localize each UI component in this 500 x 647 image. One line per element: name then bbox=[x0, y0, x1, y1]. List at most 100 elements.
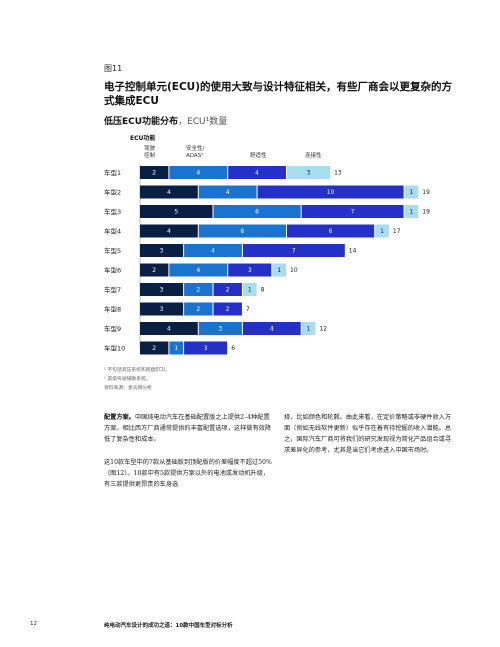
bar-segment-comfort bbox=[242, 244, 345, 257]
segment-value-label: 6 bbox=[255, 209, 259, 216]
bar-segment-connectivity bbox=[404, 205, 419, 218]
col-head-safety: 安全性/ ADAS² bbox=[186, 146, 204, 160]
bar-total-label: 10 bbox=[290, 267, 298, 274]
bar-segment-connectivity bbox=[375, 224, 389, 238]
source-note: 资料来源：麦肯锡分析 bbox=[104, 386, 152, 391]
bar-total-label: 6 bbox=[231, 345, 235, 352]
segment-value-label: 4 bbox=[167, 326, 171, 333]
col-head-connectivity-l1: 连接性 bbox=[305, 153, 322, 159]
row-label: 车型10 bbox=[104, 344, 125, 353]
bar-segment-safety bbox=[198, 224, 286, 238]
col-head-driving: 驾驶 控制 bbox=[144, 146, 155, 160]
subtitle-unit: ，ECU¹数量 bbox=[178, 117, 228, 127]
footer-title: 纯电动汽车设计的成功之道：10款中国车型对标分析 bbox=[104, 623, 233, 629]
col-head-driving-l1: 驾驶 bbox=[144, 146, 156, 152]
row-label: 车型6 bbox=[104, 266, 121, 275]
row-label: 车型4 bbox=[104, 227, 121, 236]
footnote-2: ² 高级驾驶辅助系统。 bbox=[104, 377, 151, 382]
bar-segment-comfort bbox=[257, 185, 404, 199]
bar-segment-safety bbox=[184, 302, 213, 316]
row-label: 车型1 bbox=[104, 168, 121, 177]
bar-segment-comfort bbox=[301, 205, 404, 218]
body-column-right: 择，比如颜色和轮毂。由此来看，在定价策略或非硬件收入方面（例如无线软件更新）似乎… bbox=[284, 412, 456, 468]
segment-value-label: 3 bbox=[248, 267, 252, 274]
segment-value-label: 1 bbox=[248, 287, 252, 294]
bar-segment-comfort bbox=[213, 302, 242, 316]
bar-segment-safety bbox=[198, 322, 242, 335]
page-number: 12 bbox=[30, 621, 37, 627]
figure-title: 电子控制单元(ECU)的使用大致与设计特征相关，有些厂商会以更复杂的方式集成EC… bbox=[104, 81, 453, 107]
bar-segment-comfort bbox=[287, 224, 375, 238]
bar-segment-driving bbox=[140, 185, 198, 199]
bar-total-label: 7 bbox=[246, 306, 250, 313]
bar-total-label: 19 bbox=[422, 189, 430, 196]
bar-segment-safety bbox=[198, 185, 257, 199]
segment-value-label: 4 bbox=[226, 189, 230, 196]
segment-value-label: 2 bbox=[152, 345, 156, 352]
segment-value-label: 2 bbox=[226, 306, 230, 313]
bar-segment-comfort bbox=[228, 263, 272, 277]
segment-value-label: 1 bbox=[307, 326, 311, 333]
segment-value-label: 3 bbox=[218, 326, 222, 333]
segment-value-label: 4 bbox=[196, 170, 200, 177]
body-paragraph-1: 配置方案。中国纯电动汽车在基础配置版之上提供2–4种配置方案。相比西方厂商通常提… bbox=[104, 412, 272, 445]
segment-value-label: 6 bbox=[329, 228, 333, 235]
bar-segment-connectivity bbox=[272, 263, 286, 277]
bar-total-label: 8 bbox=[261, 287, 265, 294]
bar-total-label: 13 bbox=[334, 170, 342, 177]
segment-value-label: 1 bbox=[277, 267, 281, 274]
body-paragraph-1-text: 中国纯电动汽车在基础配置版之上提供2–4种配置方案。相比西方厂商通常提供的丰富配… bbox=[104, 414, 272, 443]
segment-value-label: 2 bbox=[226, 287, 230, 294]
row-label: 车型2 bbox=[104, 188, 121, 197]
bar-segment-safety bbox=[213, 205, 301, 218]
segment-value-label: 7 bbox=[351, 209, 355, 216]
body-paragraph-3: 择，比如颜色和轮毂。由此来看，在定价策略或非硬件收入方面（例如无线软件更新）似乎… bbox=[284, 414, 452, 454]
bar-segment-connectivity bbox=[242, 283, 257, 296]
segment-value-label: 1 bbox=[174, 345, 178, 352]
segment-value-label: 2 bbox=[152, 170, 156, 177]
body-column-left: 配置方案。中国纯电动汽车在基础配置版之上提供2–4种配置方案。相比西方厂商通常提… bbox=[104, 412, 272, 502]
bar-segment-driving bbox=[140, 341, 169, 355]
segment-value-label: 2 bbox=[196, 306, 200, 313]
segment-value-label: 10 bbox=[327, 189, 335, 196]
segment-value-label: 1 bbox=[410, 209, 414, 216]
bar-segment-safety bbox=[184, 283, 213, 296]
bar-segment-driving bbox=[140, 166, 169, 179]
col-head-connectivity: 连接性 bbox=[305, 153, 322, 160]
body-lead: 配置方案。 bbox=[104, 414, 135, 421]
subtitle-unit-text: ECU¹数量 bbox=[187, 117, 228, 127]
segment-value-label: 7 bbox=[292, 248, 296, 255]
segment-value-label: 4 bbox=[270, 326, 274, 333]
bar-segment-safety bbox=[169, 166, 228, 179]
bar-total-label: 12 bbox=[319, 326, 327, 333]
segment-value-label: 4 bbox=[196, 267, 200, 274]
row-label: 车型9 bbox=[104, 324, 121, 333]
bar-segment-comfort bbox=[184, 341, 228, 355]
bar-segment-connectivity bbox=[301, 322, 316, 335]
bar-segment-driving bbox=[140, 224, 198, 238]
segment-value-label: 3 bbox=[160, 287, 164, 294]
bar-segment-driving bbox=[140, 244, 184, 257]
segment-value-label: 1 bbox=[380, 228, 384, 235]
segment-value-label: 6 bbox=[240, 228, 244, 235]
bar-segment-safety bbox=[169, 341, 184, 355]
bar-segment-driving bbox=[140, 283, 184, 296]
bar-segment-safety bbox=[169, 263, 228, 277]
col-head-safety-l1: 安全性/ bbox=[186, 146, 205, 152]
segment-value-label: 4 bbox=[211, 248, 215, 255]
bar-total-label: 14 bbox=[349, 248, 357, 255]
segment-value-label: 4 bbox=[255, 170, 259, 177]
segment-value-label: 4 bbox=[167, 228, 171, 235]
figure-label: 图11 bbox=[104, 64, 123, 73]
row-label: 车型7 bbox=[104, 285, 121, 294]
bar-segment-comfort bbox=[213, 283, 242, 296]
subtitle-text: 低压ECU功能分布 bbox=[104, 117, 179, 127]
bar-segment-connectivity bbox=[287, 166, 331, 179]
segment-value-label: 2 bbox=[196, 287, 200, 294]
bar-segment-driving bbox=[140, 205, 213, 218]
col-head-comfort-l1: 舒适性 bbox=[250, 153, 267, 159]
bar-segment-driving bbox=[140, 263, 169, 277]
bar-segment-comfort bbox=[242, 322, 301, 335]
footnote-1: ¹ 不包括高压系统和底盘ECU。 bbox=[104, 368, 171, 373]
